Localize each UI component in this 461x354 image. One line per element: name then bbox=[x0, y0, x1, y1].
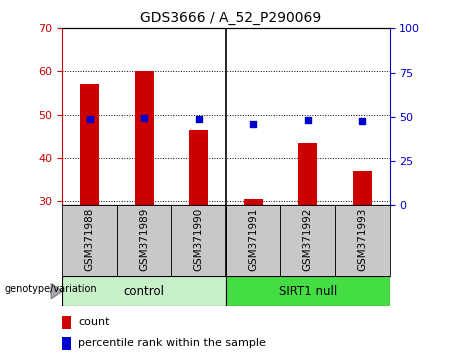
Bar bbox=[171, 205, 226, 276]
Point bbox=[359, 118, 366, 124]
Text: genotype/variation: genotype/variation bbox=[5, 284, 97, 295]
Text: GSM371993: GSM371993 bbox=[357, 207, 367, 271]
Bar bbox=[117, 205, 171, 276]
Text: GSM371991: GSM371991 bbox=[248, 207, 258, 271]
Bar bbox=[62, 205, 117, 276]
Bar bbox=[353, 171, 372, 205]
Point bbox=[304, 118, 311, 123]
Bar bbox=[62, 316, 71, 329]
Point bbox=[86, 117, 93, 122]
Text: GSM371989: GSM371989 bbox=[139, 207, 149, 271]
Text: count: count bbox=[78, 317, 110, 327]
Polygon shape bbox=[51, 284, 62, 299]
Bar bbox=[226, 276, 390, 306]
Text: GDS3666 / A_52_P290069: GDS3666 / A_52_P290069 bbox=[140, 11, 321, 25]
Bar bbox=[135, 72, 154, 205]
Bar bbox=[62, 276, 226, 306]
Bar bbox=[335, 205, 390, 276]
Bar bbox=[80, 85, 99, 205]
Text: GSM371988: GSM371988 bbox=[84, 207, 95, 271]
Text: SIRT1 null: SIRT1 null bbox=[278, 285, 337, 298]
Point bbox=[140, 115, 148, 120]
Text: GSM371990: GSM371990 bbox=[194, 207, 204, 271]
Text: percentile rank within the sample: percentile rank within the sample bbox=[78, 338, 266, 348]
Text: control: control bbox=[124, 285, 165, 298]
Bar bbox=[189, 130, 208, 205]
Bar bbox=[226, 205, 280, 276]
Bar bbox=[243, 199, 263, 205]
Bar bbox=[280, 205, 335, 276]
Point bbox=[195, 117, 202, 122]
Bar bbox=[62, 337, 71, 350]
Text: GSM371992: GSM371992 bbox=[303, 207, 313, 271]
Point bbox=[249, 121, 257, 127]
Bar bbox=[298, 143, 317, 205]
